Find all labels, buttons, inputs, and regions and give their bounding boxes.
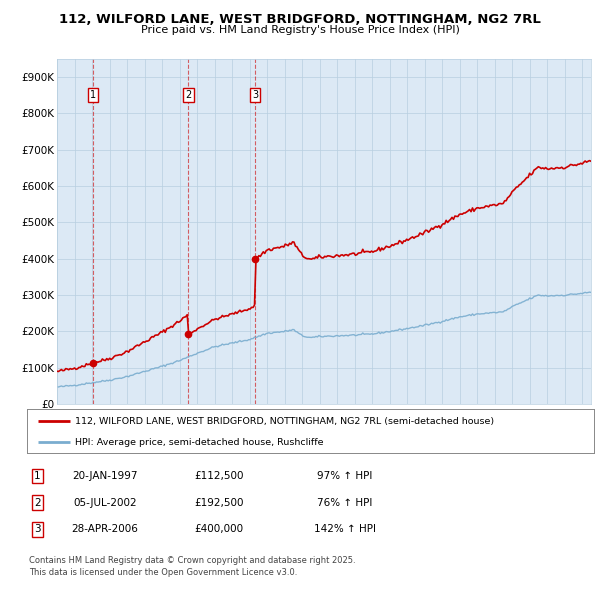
Text: 05-JUL-2002: 05-JUL-2002 (73, 498, 137, 507)
Text: £112,500: £112,500 (194, 471, 244, 481)
Text: 97% ↑ HPI: 97% ↑ HPI (317, 471, 373, 481)
Text: 112, WILFORD LANE, WEST BRIDGFORD, NOTTINGHAM, NG2 7RL (semi-detached house): 112, WILFORD LANE, WEST BRIDGFORD, NOTTI… (75, 417, 494, 426)
Text: £400,000: £400,000 (194, 525, 244, 534)
Text: 20-JAN-1997: 20-JAN-1997 (72, 471, 138, 481)
Text: Contains HM Land Registry data © Crown copyright and database right 2025.
This d: Contains HM Land Registry data © Crown c… (29, 556, 355, 577)
Text: £192,500: £192,500 (194, 498, 244, 507)
Text: 112, WILFORD LANE, WEST BRIDGFORD, NOTTINGHAM, NG2 7RL: 112, WILFORD LANE, WEST BRIDGFORD, NOTTI… (59, 13, 541, 26)
Text: 28-APR-2006: 28-APR-2006 (71, 525, 139, 534)
Text: 3: 3 (34, 525, 41, 534)
Text: HPI: Average price, semi-detached house, Rushcliffe: HPI: Average price, semi-detached house,… (75, 438, 323, 447)
Text: Price paid vs. HM Land Registry's House Price Index (HPI): Price paid vs. HM Land Registry's House … (140, 25, 460, 35)
Text: 3: 3 (252, 90, 258, 100)
Text: 142% ↑ HPI: 142% ↑ HPI (314, 525, 376, 534)
Text: 1: 1 (90, 90, 96, 100)
Text: 2: 2 (185, 90, 191, 100)
Text: 1: 1 (34, 471, 41, 481)
Text: 2: 2 (34, 498, 41, 507)
Text: 76% ↑ HPI: 76% ↑ HPI (317, 498, 373, 507)
